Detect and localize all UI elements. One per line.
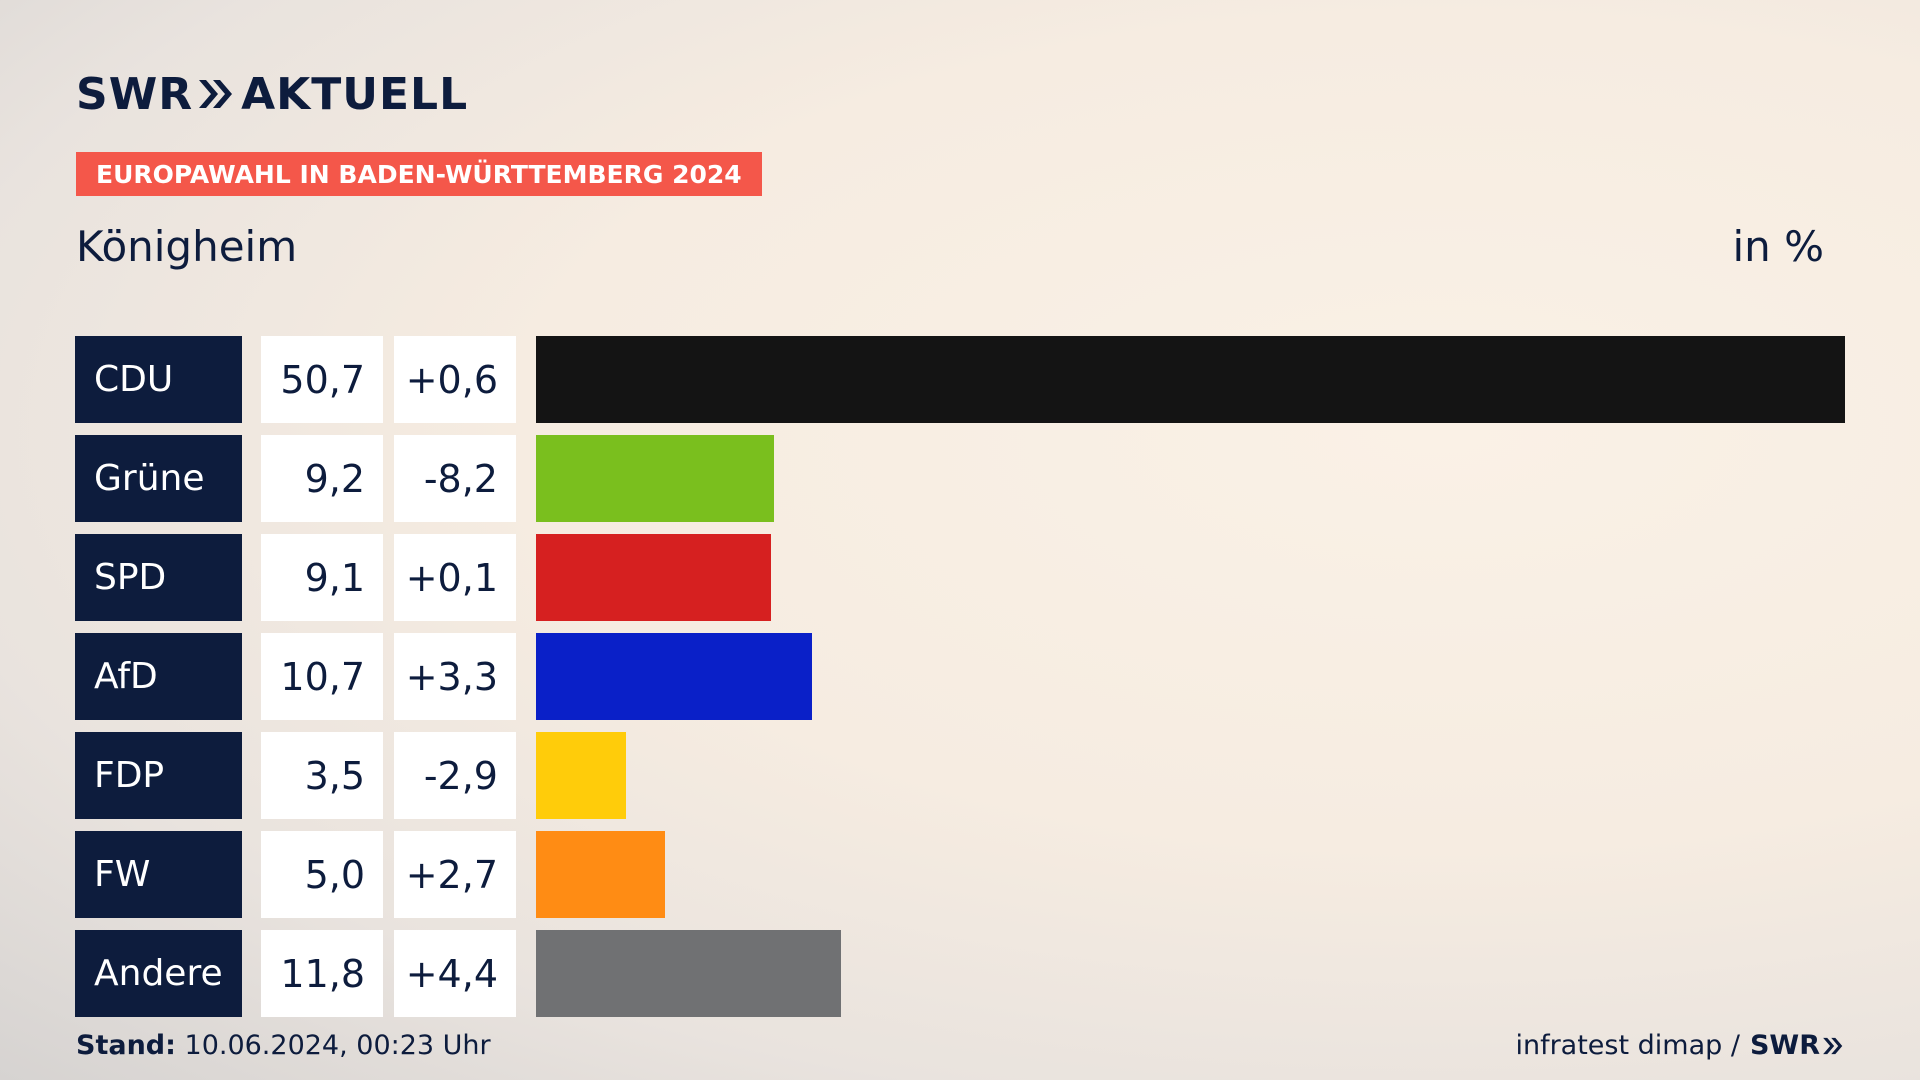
change-label: +0,6 bbox=[394, 336, 516, 423]
result-row: FW 5,0 +2,7 bbox=[75, 831, 1845, 918]
vote-share-label: 50,7 bbox=[261, 336, 383, 423]
party-label: Andere bbox=[75, 930, 242, 1017]
party-label: FW bbox=[75, 831, 242, 918]
unit-label: in % bbox=[1732, 222, 1824, 271]
result-row: SPD 9,1 +0,1 bbox=[75, 534, 1845, 621]
change-label: +2,7 bbox=[394, 831, 516, 918]
vote-share-label: 10,7 bbox=[261, 633, 383, 720]
result-row: Andere 11,8 +4,4 bbox=[75, 930, 1845, 1017]
double-chevron-icon bbox=[199, 80, 233, 108]
result-bar bbox=[536, 732, 626, 819]
result-row: CDU 50,7 +0,6 bbox=[75, 336, 1845, 423]
vote-share-label: 9,2 bbox=[261, 435, 383, 522]
double-chevron-icon bbox=[1823, 1037, 1843, 1054]
party-label: SPD bbox=[75, 534, 242, 621]
party-label: AfD bbox=[75, 633, 242, 720]
change-label: +4,4 bbox=[394, 930, 516, 1017]
change-label: -2,9 bbox=[394, 732, 516, 819]
result-bar bbox=[536, 435, 774, 522]
result-row: Grüne 9,2 -8,2 bbox=[75, 435, 1845, 522]
swr-aktuell-logo: SWR AKTUELL bbox=[76, 68, 469, 120]
change-label: +0,1 bbox=[394, 534, 516, 621]
change-label: +3,3 bbox=[394, 633, 516, 720]
vote-share-label: 5,0 bbox=[261, 831, 383, 918]
party-label: CDU bbox=[75, 336, 242, 423]
stand-label: Stand: bbox=[76, 1030, 176, 1061]
source-brand: SWR bbox=[1750, 1030, 1844, 1061]
vote-share-label: 3,5 bbox=[261, 732, 383, 819]
result-bar bbox=[536, 336, 1845, 423]
place-title: Königheim bbox=[76, 222, 298, 271]
result-bar bbox=[536, 930, 841, 1017]
party-label: Grüne bbox=[75, 435, 242, 522]
result-row: FDP 3,5 -2,9 bbox=[75, 732, 1845, 819]
timestamp: Stand: 10.06.2024, 00:23 Uhr bbox=[76, 1030, 491, 1061]
stand-value: 10.06.2024, 00:23 Uhr bbox=[184, 1030, 491, 1061]
result-row: AfD 10,7 +3,3 bbox=[75, 633, 1845, 720]
change-label: -8,2 bbox=[394, 435, 516, 522]
result-bar bbox=[536, 534, 771, 621]
logo-swr-text: SWR bbox=[76, 68, 194, 120]
source-brand-text: SWR bbox=[1749, 1030, 1820, 1061]
vote-share-label: 9,1 bbox=[261, 534, 383, 621]
party-label: FDP bbox=[75, 732, 242, 819]
result-bar bbox=[536, 831, 665, 918]
vote-share-label: 11,8 bbox=[261, 930, 383, 1017]
source-credit: infratest dimap / SWR bbox=[1515, 1030, 1844, 1061]
election-banner: EUROPAWAHL IN BADEN-WÜRTTEMBERG 2024 bbox=[76, 152, 762, 196]
logo-aktuell-text: AKTUELL bbox=[241, 68, 469, 120]
result-bar bbox=[536, 633, 812, 720]
source-text: infratest dimap / bbox=[1515, 1030, 1740, 1061]
